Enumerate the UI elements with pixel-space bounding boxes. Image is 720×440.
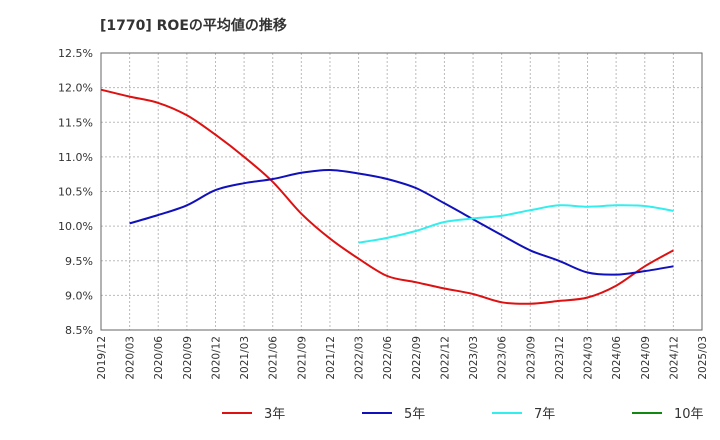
x-tick-label: 2023/03 xyxy=(468,336,480,380)
series-lines xyxy=(100,88,674,305)
x-tick-label: 2024/06 xyxy=(611,336,623,380)
legend-label-2: 7年 xyxy=(534,407,555,422)
x-tick-label: 2022/03 xyxy=(354,336,366,380)
x-tick-label: 2022/12 xyxy=(439,336,451,380)
legend-label-0: 3年 xyxy=(264,407,285,422)
x-tick-label: 2021/03 xyxy=(239,336,251,380)
series-line-1 xyxy=(129,168,674,276)
x-tick-label: 2021/09 xyxy=(296,336,308,380)
x-tick-label: 2021/12 xyxy=(325,336,337,380)
series-line-2 xyxy=(358,204,674,244)
x-tick-label: 2025/03 xyxy=(697,336,709,380)
x-tick-label: 2024/09 xyxy=(640,336,652,380)
y-tick-label: 10.0% xyxy=(58,220,93,233)
x-tick-label: 2024/12 xyxy=(668,336,680,380)
x-tick-label: 2020/09 xyxy=(182,336,194,380)
y-tick-label: 11.0% xyxy=(58,151,93,164)
x-tick-label: 2019/12 xyxy=(96,336,108,380)
y-tick-label: 9.0% xyxy=(65,289,93,302)
x-tick-label: 2021/06 xyxy=(268,336,280,380)
y-tick-label: 12.5% xyxy=(58,47,93,60)
chart-title: [1770] ROEの平均値の推移 xyxy=(100,17,287,34)
x-tick-label: 2022/09 xyxy=(411,336,423,380)
y-tick-label: 10.5% xyxy=(58,186,93,199)
legend: 3年 5年 7年 10年 xyxy=(222,407,704,422)
y-tick-label: 11.5% xyxy=(58,116,93,129)
x-tick-label: 2020/06 xyxy=(153,336,165,380)
x-axis: 2019/12 2020/03 2020/06 2020/09 2020/12 2021/… xyxy=(96,336,709,380)
y-axis: 8.5% 9.0% 9.5% 10.0% 10.5% 11.0% 11.5% 12.0% 12.… xyxy=(58,47,93,337)
legend-label-3: 10年 xyxy=(674,407,704,422)
legend-label-1: 5年 xyxy=(404,407,425,422)
x-tick-label: 2024/03 xyxy=(583,336,595,380)
y-tick-label: 12.0% xyxy=(58,82,93,95)
x-tick-label: 2023/12 xyxy=(554,336,566,380)
y-tick-label: 9.5% xyxy=(65,255,93,268)
x-tick-label: 2023/09 xyxy=(525,336,537,380)
x-tick-label: 2020/12 xyxy=(210,336,222,380)
series-line-0 xyxy=(100,88,674,305)
plot-area xyxy=(100,52,703,331)
y-tick-label: 8.5% xyxy=(65,324,93,337)
x-tick-label: 2023/06 xyxy=(497,336,509,380)
x-tick-label: 2022/06 xyxy=(382,336,394,380)
x-tick-label: 2020/03 xyxy=(125,336,137,380)
